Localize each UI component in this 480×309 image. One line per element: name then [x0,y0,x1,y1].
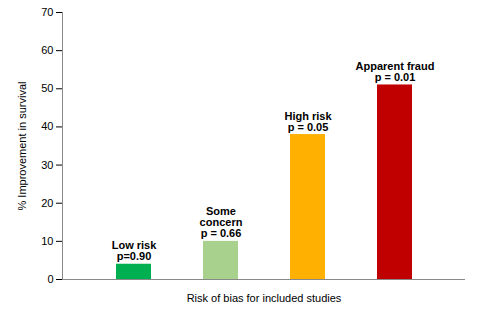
svg-text:20: 20 [41,197,53,209]
svg-text:50: 50 [41,82,53,94]
svg-text:Someconcernp = 0.66: Someconcernp = 0.66 [200,205,243,239]
svg-text:Risk of bias for included stud: Risk of bias for included studies [187,292,342,304]
svg-text:60: 60 [41,44,53,56]
svg-text:0: 0 [47,273,53,285]
svg-text:70: 70 [41,6,53,18]
svg-text:30: 30 [41,159,53,171]
svg-text:High riskp = 0.05: High riskp = 0.05 [284,110,332,133]
svg-text:40: 40 [41,120,53,132]
svg-text:Apparent fraudp = 0.01: Apparent fraudp = 0.01 [356,60,435,83]
svg-text:Low riskp=0.90: Low riskp=0.90 [112,239,158,262]
svg-text:% Improvement in survival: % Improvement in survival [16,82,28,211]
svg-text:10: 10 [41,235,53,247]
